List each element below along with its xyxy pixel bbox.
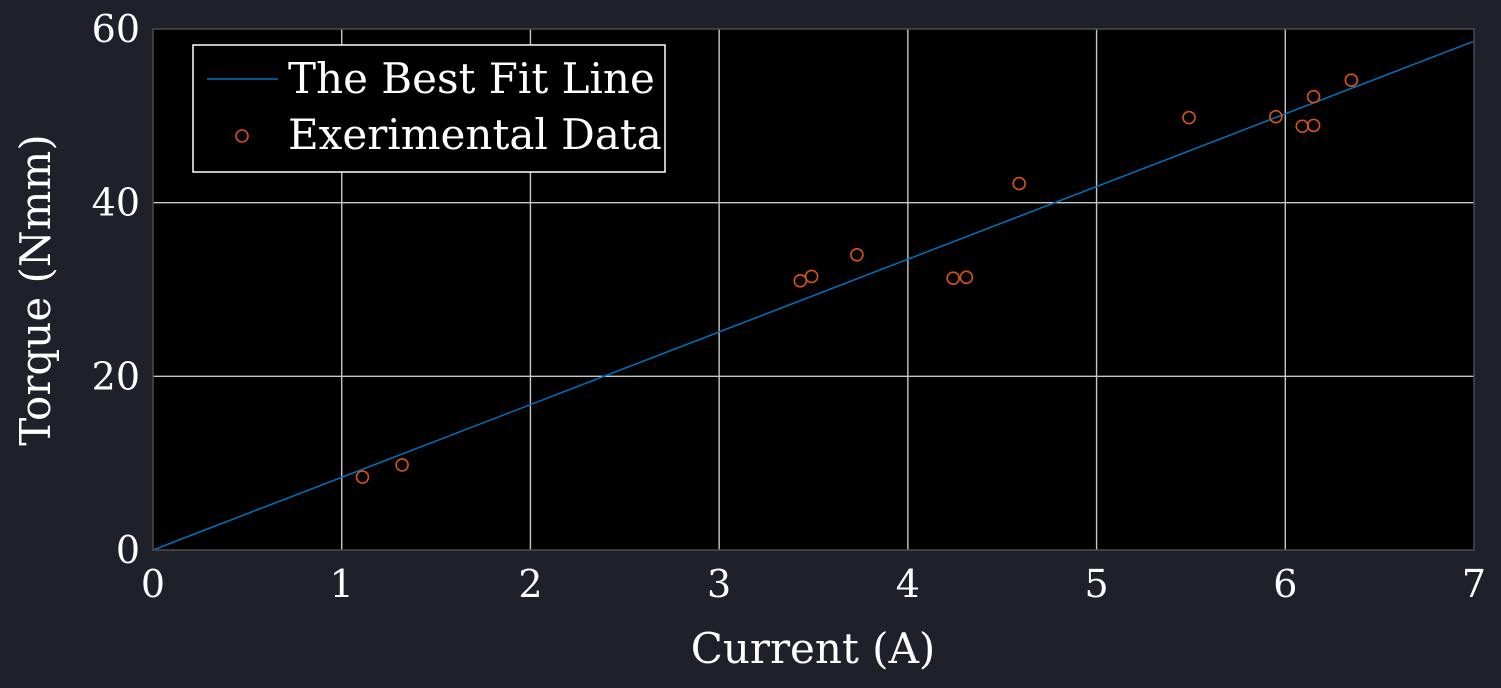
legend-box (192, 44, 666, 173)
series-layer (152, 40, 1475, 551)
x-axis-title: Current (A) (691, 624, 936, 673)
x-tick-label: 4 (896, 562, 920, 606)
data-point (1269, 109, 1283, 124)
grid-lines (153, 29, 1474, 550)
legend-marker-swatch (235, 129, 249, 143)
data-point (946, 271, 960, 286)
data-point (850, 247, 864, 262)
data-point (793, 274, 808, 288)
legend-label-data: Exerimental Data (288, 110, 662, 159)
x-tick-label: 2 (518, 562, 542, 606)
legend-label-best-fit: The Best Fit Line (288, 54, 655, 103)
x-tick-label: 5 (1084, 562, 1108, 606)
y-tick-label: 0 (116, 528, 140, 572)
x-tick-label: 6 (1273, 562, 1297, 606)
data-point (959, 270, 974, 285)
data-point (1182, 110, 1196, 125)
data-point (355, 470, 370, 484)
y-axis-title: Torque (Nmm) (11, 134, 60, 445)
data-point (1306, 89, 1321, 104)
x-tick-label: 1 (330, 562, 354, 606)
y-tick-label: 20 (92, 354, 140, 398)
x-tick-label: 0 (141, 562, 165, 606)
data-point (1012, 176, 1026, 191)
x-tick-labels: 0 1 2 3 4 5 6 7 (141, 562, 1486, 606)
y-tick-labels: 0 20 40 60 (92, 7, 140, 572)
best-fit-line (152, 40, 1475, 551)
data-point (1344, 73, 1359, 88)
data-point (1306, 118, 1321, 133)
plot-frame (152, 28, 1475, 551)
y-tick-label: 60 (92, 7, 140, 51)
x-tick-label: 3 (707, 562, 731, 606)
legend: The Best Fit Line Exerimental Data (192, 44, 666, 173)
y-tick-label: 40 (92, 181, 140, 225)
data-point (804, 269, 819, 284)
data-point (395, 458, 409, 472)
x-tick-label: 7 (1462, 562, 1486, 606)
